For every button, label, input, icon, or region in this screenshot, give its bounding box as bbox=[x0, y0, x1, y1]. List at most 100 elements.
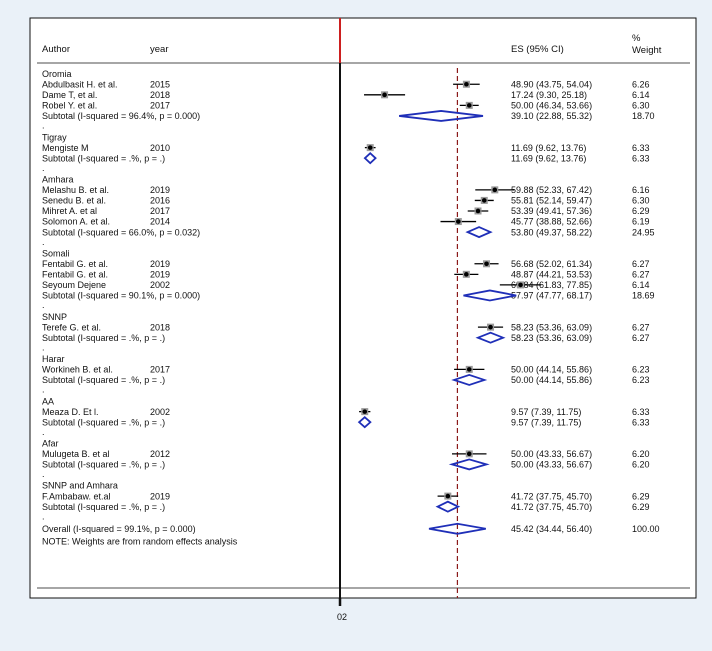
study-weight: 6.19 bbox=[632, 217, 650, 227]
study-es-text: 50.00 (46.34, 53.66) bbox=[511, 101, 592, 111]
study-author: Dame T, et al. bbox=[42, 90, 97, 100]
study-es-text: 55.81 (52.14, 59.47) bbox=[511, 196, 592, 206]
study-weight: 6.20 bbox=[632, 449, 650, 459]
weights-note: NOTE: Weights are from random effects an… bbox=[42, 537, 238, 547]
study-point bbox=[466, 451, 472, 457]
subtotal-es-text: 39.10 (22.88, 55.32) bbox=[511, 111, 592, 121]
study-author: Workineh B. et al. bbox=[42, 365, 113, 375]
study-es-text: 56.68 (52.02, 61.34) bbox=[511, 259, 592, 269]
study-weight: 6.30 bbox=[632, 101, 650, 111]
study-es-text: 11.69 (9.62, 13.76) bbox=[511, 143, 586, 153]
study-author: Terefe G. et al. bbox=[42, 322, 101, 332]
subtotal-es-text: 11.69 (9.62, 13.76) bbox=[511, 153, 586, 163]
study-year: 2010 bbox=[150, 143, 170, 153]
study-es-text: 48.90 (43.75, 54.04) bbox=[511, 79, 592, 89]
subtotal-weight: 6.33 bbox=[632, 153, 650, 163]
study-year: 2018 bbox=[150, 322, 170, 332]
subtotal-label: Subtotal (I-squared = 66.0%, p = 0.032) bbox=[42, 227, 200, 237]
study-point bbox=[488, 324, 493, 330]
subtotal-diamond bbox=[363, 151, 377, 165]
subtotal-es-text: 53.80 (49.37, 58.22) bbox=[511, 227, 592, 237]
group-spacer-dot: . bbox=[42, 469, 45, 479]
study-year: 2017 bbox=[150, 365, 170, 375]
study-point bbox=[492, 187, 498, 193]
subtotal-weight: 18.69 bbox=[632, 291, 655, 301]
study-weight: 6.29 bbox=[632, 206, 650, 216]
subtotal-weight: 6.23 bbox=[632, 375, 650, 385]
study-es-text: 58.23 (53.36, 63.09) bbox=[511, 322, 592, 332]
study-es-text: 17.24 (9.30, 25.18) bbox=[511, 90, 587, 100]
study-author: Fentabil G. et al. bbox=[42, 259, 108, 269]
subtotal-diamond bbox=[463, 289, 517, 302]
group-spacer-dot: . bbox=[42, 511, 45, 521]
study-point bbox=[518, 282, 523, 288]
study-weight: 6.33 bbox=[632, 143, 650, 153]
subtotal-label: Subtotal (I-squared = .%, p = .) bbox=[42, 502, 165, 512]
study-point bbox=[464, 81, 469, 87]
study-author: Meaza D. Et l. bbox=[42, 407, 99, 417]
study-year: 2019 bbox=[150, 270, 170, 280]
study-es-text: 50.00 (44.14, 55.86) bbox=[511, 365, 592, 375]
header-es: ES (95% CI) bbox=[511, 44, 564, 55]
study-author: Solomon A. et al. bbox=[42, 217, 110, 227]
study-weight: 6.30 bbox=[632, 196, 650, 206]
group-spacer-dot: . bbox=[42, 237, 45, 247]
group-label: AA bbox=[42, 396, 54, 406]
study-point bbox=[466, 103, 472, 108]
subtotal-diamond bbox=[357, 415, 372, 429]
study-year: 2018 bbox=[150, 90, 170, 100]
subtotal-es-text: 50.00 (44.14, 55.86) bbox=[511, 375, 592, 385]
overall-label: Overall (I-squared = 99.1%, p = 0.000) bbox=[42, 524, 196, 534]
subtotal-diamond bbox=[435, 500, 461, 513]
group-spacer-dot: . bbox=[42, 300, 45, 310]
study-weight: 6.14 bbox=[632, 280, 650, 290]
group-spacer-dot: . bbox=[42, 121, 45, 131]
header-author: Author bbox=[42, 44, 70, 55]
group-label: SNNP and Amhara bbox=[42, 481, 118, 491]
study-es-text: 69.84 (61.83, 77.85) bbox=[511, 280, 592, 290]
subtotal-diamond bbox=[451, 373, 488, 386]
study-author: Robel Y. et al. bbox=[42, 101, 97, 111]
subtotal-weight: 6.29 bbox=[632, 502, 650, 512]
subtotal-weight: 24.95 bbox=[632, 227, 655, 237]
subtotal-weight: 18.70 bbox=[632, 111, 655, 121]
study-es-text: 59.88 (52.33, 67.42) bbox=[511, 185, 592, 195]
group-spacer-dot: . bbox=[42, 163, 45, 173]
study-weight: 6.33 bbox=[632, 407, 650, 417]
study-weight: 6.29 bbox=[632, 491, 650, 501]
study-author: Melashu B. et al. bbox=[42, 185, 109, 195]
study-year: 2002 bbox=[150, 280, 170, 290]
overall-diamond bbox=[428, 522, 486, 535]
study-weight: 6.27 bbox=[632, 322, 650, 332]
subtotal-label: Subtotal (I-squared = .%, p = .) bbox=[42, 153, 165, 163]
subtotal-diamond bbox=[399, 110, 484, 122]
subtotal-es-text: 41.72 (37.75, 45.70) bbox=[511, 502, 592, 512]
study-author: Abdulbasit H. et al. bbox=[42, 79, 118, 89]
study-es-text: 41.72 (37.75, 45.70) bbox=[511, 491, 592, 501]
subtotal-label: Subtotal (I-squared = .%, p = .) bbox=[42, 333, 165, 343]
group-label: SNNP bbox=[42, 312, 67, 322]
study-author: Mengiste M bbox=[42, 143, 89, 153]
study-es-text: 9.57 (7.39, 11.75) bbox=[511, 407, 581, 417]
group-spacer-dot: . bbox=[42, 385, 45, 395]
subtotal-label: Subtotal (I-squared = 90.1%, p = 0.000) bbox=[42, 291, 200, 301]
subtotal-weight: 6.20 bbox=[632, 460, 650, 470]
subtotal-label: Subtotal (I-squared = .%, p = .) bbox=[42, 375, 165, 385]
study-year: 2002 bbox=[150, 407, 170, 417]
study-point bbox=[475, 208, 481, 214]
study-author: F.Ambabaw. et.al bbox=[42, 491, 111, 501]
subtotal-weight: 6.27 bbox=[632, 333, 650, 343]
subtotal-es-text: 58.23 (53.36, 63.09) bbox=[511, 333, 592, 343]
x-axis-label: 02 bbox=[337, 612, 347, 622]
subtotal-es-text: 57.97 (47.77, 68.17) bbox=[511, 291, 592, 301]
subtotal-es-text: 50.00 (43.33, 56.67) bbox=[511, 460, 592, 470]
study-point bbox=[445, 493, 451, 499]
header-year: year bbox=[150, 44, 168, 55]
subtotal-es-text: 9.57 (7.39, 11.75) bbox=[511, 417, 581, 427]
study-year: 2014 bbox=[150, 217, 170, 227]
study-point bbox=[481, 198, 487, 203]
subtotal-weight: 6.33 bbox=[632, 417, 650, 427]
study-year: 2012 bbox=[150, 449, 170, 459]
plot-frame bbox=[29, 17, 697, 599]
